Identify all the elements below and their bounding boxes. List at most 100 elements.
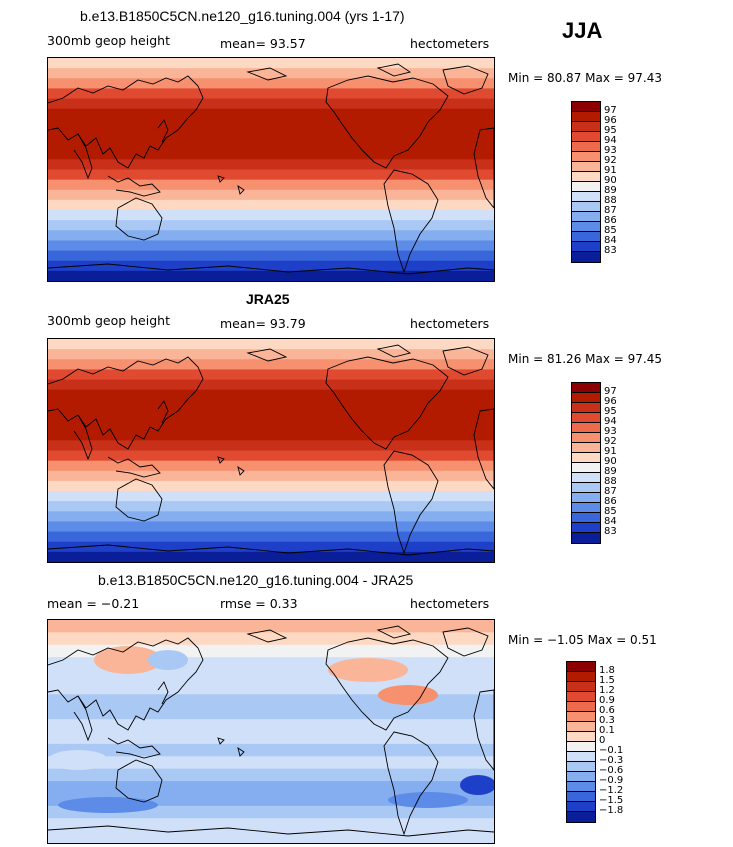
colorbar-tick-label: −1.5 (599, 795, 624, 806)
contour-band (48, 220, 494, 231)
colorbar-tick-label: 92 (604, 436, 617, 447)
contour-band (48, 430, 494, 441)
colorbar-tick-label: 83 (604, 526, 617, 537)
coastline (246, 629, 288, 643)
colorbar-tick-label: 87 (604, 205, 617, 216)
contour-band (48, 470, 494, 482)
contour-band (48, 460, 494, 472)
contour-band (48, 450, 494, 462)
panel-3-min-max: Min = −1.05 Max = 0.51 (508, 633, 657, 647)
contour-band (48, 491, 494, 502)
panel-3-title: b.e13.B1850C5CN.ne120_g16.tuning.004 - J… (98, 572, 414, 588)
colorbar-swatch (572, 112, 600, 122)
map-canvas (48, 339, 494, 562)
contour-band (48, 169, 494, 181)
coastline (237, 465, 245, 476)
colorbar-swatch (572, 162, 600, 172)
colorbar-tick-label: −0.3 (599, 755, 624, 766)
colorbar-tick-label: 0.6 (599, 705, 615, 716)
colorbar-tick-label: 0.1 (599, 725, 615, 736)
coastline (48, 263, 494, 275)
colorbar-tick-label: 91 (604, 165, 617, 176)
colorbar-tick-label: 89 (604, 466, 617, 477)
colorbar-tick-label: 95 (604, 125, 617, 136)
panel-2-colorbar (571, 382, 601, 544)
contour-band (48, 620, 494, 633)
colorbar-swatch (567, 742, 595, 752)
coastline (325, 356, 449, 450)
colorbar-swatch (572, 182, 600, 192)
coastline (325, 637, 449, 731)
contour-band (48, 210, 494, 221)
contour-band (48, 420, 494, 431)
contour-band (48, 68, 494, 79)
contour-band (48, 199, 494, 211)
colorbar-swatch (567, 762, 595, 772)
contour-band (48, 240, 494, 252)
colorbar-tick-label: 93 (604, 426, 617, 437)
coastline (115, 478, 163, 522)
colorbar-tick-label: 90 (604, 175, 617, 186)
colorbar-swatch (572, 403, 600, 413)
colorbar-swatch (572, 192, 600, 202)
anomaly-region (94, 646, 162, 674)
panel-2-mean-label: mean= 93.79 (220, 316, 306, 331)
contour-band (48, 108, 494, 120)
colorbar-swatch (572, 222, 600, 232)
colorbar-tick-label: 0 (599, 735, 606, 746)
coastline (383, 450, 439, 555)
colorbar-swatch (572, 423, 600, 433)
panel-1-mean-label: mean= 93.57 (220, 36, 306, 51)
anomaly-region (48, 750, 108, 770)
colorbar-tick-label: 97 (604, 105, 617, 116)
panel-3-colorbar (566, 661, 596, 823)
coastline (383, 169, 439, 274)
coastline (325, 75, 449, 169)
anomaly-region (148, 650, 188, 670)
panel-2-title: JRA25 (246, 291, 290, 307)
contour-band (48, 128, 494, 140)
contour-band (48, 189, 494, 201)
contour-band (48, 159, 494, 171)
contour-band (48, 359, 494, 371)
colorbar-tick-label: 86 (604, 215, 617, 226)
panel-3-mean-label: mean = −0.21 (47, 596, 140, 611)
colorbar-swatch (567, 702, 595, 712)
contour-band (48, 58, 494, 69)
coastline (48, 75, 204, 169)
colorbar-tick-label: 1.5 (599, 675, 615, 686)
panel-3-rmse-label: rmse = 0.33 (220, 596, 298, 611)
coastline (237, 746, 245, 757)
coastline (473, 689, 494, 771)
contour-band (48, 719, 494, 733)
contour-band (48, 389, 494, 401)
contour-band (48, 756, 494, 770)
coastline (473, 408, 494, 490)
coastline (376, 625, 412, 639)
contour-band (48, 349, 494, 360)
contour-band (48, 250, 494, 262)
colorbar-tick-label: 90 (604, 456, 617, 467)
colorbar-tick-label: −0.6 (599, 765, 624, 776)
contour-band (48, 379, 494, 391)
colorbar-tick-label: 86 (604, 496, 617, 507)
colorbar-tick-label: −1.2 (599, 785, 624, 796)
anomaly-region (378, 685, 438, 705)
colorbar-swatch (572, 252, 600, 262)
coastline (48, 825, 494, 837)
colorbar-swatch (572, 493, 600, 503)
panel-1-title: b.e13.B1850C5CN.ne120_g16.tuning.004 (yr… (80, 8, 405, 24)
colorbar-swatch (572, 122, 600, 132)
contour-band (48, 88, 494, 100)
contour-band (48, 399, 494, 411)
coastline (473, 127, 494, 209)
colorbar-swatch (572, 202, 600, 212)
contour-band (48, 118, 494, 130)
colorbar-swatch (567, 802, 595, 812)
coastline (442, 65, 489, 95)
anomaly-region (158, 787, 338, 803)
coastline (383, 731, 439, 836)
colorbar-tick-label: 0.9 (599, 695, 615, 706)
panel-1-min-max: Min = 80.87 Max = 97.43 (508, 71, 662, 85)
colorbar-swatch (572, 393, 600, 403)
